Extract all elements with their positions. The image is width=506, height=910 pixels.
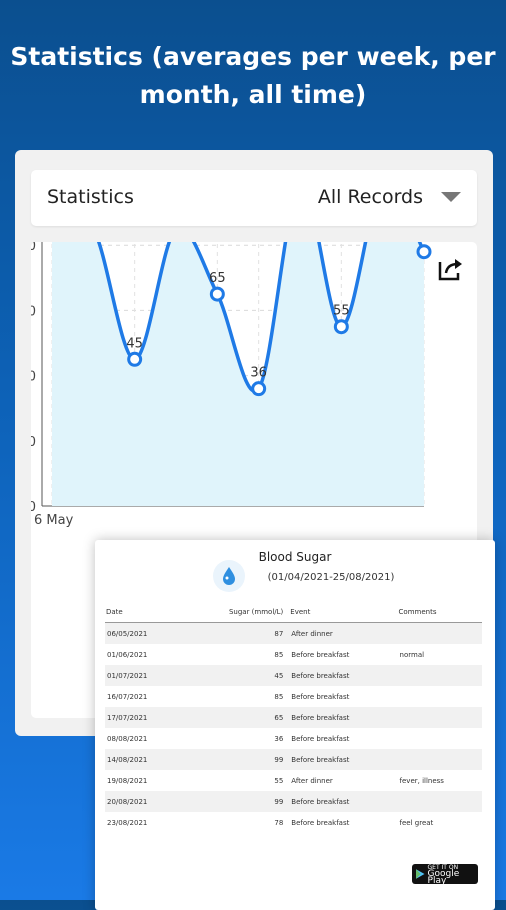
comment-cell <box>398 728 482 749</box>
y-tick-label: 20 <box>31 435 36 450</box>
event-cell: Before breakfast <box>291 818 350 827</box>
date-cell: 06/05/2021 <box>105 622 183 644</box>
sugar-cell: 45 <box>182 665 290 686</box>
comment-cell <box>397 622 482 644</box>
y-tick-label: 80 <box>31 242 36 254</box>
comment-cell: fever, illness <box>399 776 444 785</box>
page-headline: Statistics (averages per week, per month… <box>10 42 496 109</box>
report-date-range: (01/04/2021-25/08/2021) <box>267 572 395 583</box>
comment-cell: feel great <box>399 818 434 827</box>
comment-cell <box>397 665 482 686</box>
y-tick-label: 0 <box>31 500 36 515</box>
event-cell: Before breakfast <box>289 791 398 812</box>
date-cell: 01/07/2021 <box>105 665 183 686</box>
data-label: 55 <box>333 304 350 319</box>
data-label: 65 <box>209 271 226 286</box>
table-row: 16/07/2021 85 Before breakfast <box>105 686 482 707</box>
sugar-cell: 65 <box>182 707 290 728</box>
table-header-row: Date Sugar (mmol/L) Event Comments <box>105 602 482 623</box>
play-store-icon <box>416 869 425 879</box>
table-row: 17/07/2021 65 Before breakfast <box>105 707 482 728</box>
date-cell: 16/07/2021 <box>107 692 148 701</box>
table-row: 14/08/2021 99 Before breakfast <box>105 749 482 770</box>
badge-line1: GET IT ON <box>427 863 459 871</box>
table-row: 01/07/2021 45 Before breakfast <box>105 665 482 686</box>
column-header: Date <box>105 602 183 623</box>
table-row: 20/08/2021 99 Before breakfast <box>105 791 482 812</box>
sugar-cell: 36 <box>274 734 284 743</box>
date-cell: 01/06/2021 <box>107 650 148 659</box>
column-header: Event <box>289 602 398 623</box>
data-point <box>209 286 225 302</box>
sugar-cell: 55 <box>274 776 284 785</box>
comment-cell <box>397 707 482 728</box>
data-label: 45 <box>126 336 143 351</box>
report-preview: Blood Sugar (01/04/2021-25/08/2021) Date… <box>95 540 495 910</box>
sugar-cell: 87 <box>182 622 290 644</box>
event-cell: Before breakfast <box>289 749 398 770</box>
event-cell: After dinner <box>291 776 333 785</box>
event-cell: Before breakfast <box>291 734 350 743</box>
table-row: 08/08/2021 36 Before breakfast <box>105 728 482 749</box>
filter-bar: Statistics All Records <box>31 170 477 226</box>
sugar-cell: 99 <box>182 749 290 770</box>
data-point <box>251 381 267 397</box>
data-label: 36 <box>250 366 267 381</box>
y-tick-label: 40 <box>31 370 36 385</box>
records-dropdown-value: All Records <box>317 186 423 208</box>
app-logo-icon <box>213 560 245 592</box>
report-title: Blood Sugar <box>258 550 332 564</box>
column-header: Comments <box>397 602 482 623</box>
comment-cell: normal <box>399 650 425 659</box>
event-cell: Before breakfast <box>291 692 350 701</box>
date-cell: 17/07/2021 <box>105 707 183 728</box>
comment-cell <box>398 686 482 707</box>
y-tick-label: 60 <box>31 304 36 319</box>
comment-cell <box>397 749 482 770</box>
data-label: 78 <box>416 242 433 244</box>
table-row: 01/06/2021 85 Before breakfast normal <box>105 644 482 665</box>
date-cell: 14/08/2021 <box>105 749 183 770</box>
date-cell: 23/08/2021 <box>107 818 148 827</box>
sugar-cell: 85 <box>274 692 284 701</box>
table-row: 19/08/2021 55 After dinner fever, illness <box>105 770 482 791</box>
date-cell: 19/08/2021 <box>107 776 148 785</box>
data-point <box>127 351 143 367</box>
event-cell: Before breakfast <box>289 665 398 686</box>
event-cell: Before breakfast <box>289 707 398 728</box>
event-cell: After dinner <box>289 622 398 644</box>
chevron-down-icon <box>441 192 461 202</box>
google-play-badge[interactable]: GET IT ON Google Play <box>412 863 478 886</box>
x-tick-label: 6 May <box>34 513 74 528</box>
data-point <box>333 319 349 335</box>
data-point <box>416 244 432 260</box>
filter-title: Statistics <box>47 186 134 208</box>
comment-cell <box>397 791 482 812</box>
badge-line2: Google Play <box>427 868 460 886</box>
blood-sugar-chart: 020406080100878545856536995599786 May <box>31 242 433 528</box>
date-cell: 08/08/2021 <box>107 734 148 743</box>
table-row: 23/08/2021 78 Before breakfast feel great <box>105 812 482 833</box>
sugar-cell: 85 <box>274 650 284 659</box>
sugar-cell: 78 <box>274 818 284 827</box>
records-dropdown[interactable]: All Records <box>318 186 461 208</box>
sugar-cell: 99 <box>182 791 290 812</box>
share-export-icon[interactable] <box>437 256 465 282</box>
date-cell: 20/08/2021 <box>105 791 183 812</box>
report-table: Date Sugar (mmol/L) Event Comments 06/05… <box>105 602 482 833</box>
column-header: Sugar (mmol/L) <box>182 602 290 623</box>
table-row: 06/05/2021 87 After dinner <box>105 622 482 644</box>
event-cell: Before breakfast <box>291 650 350 659</box>
